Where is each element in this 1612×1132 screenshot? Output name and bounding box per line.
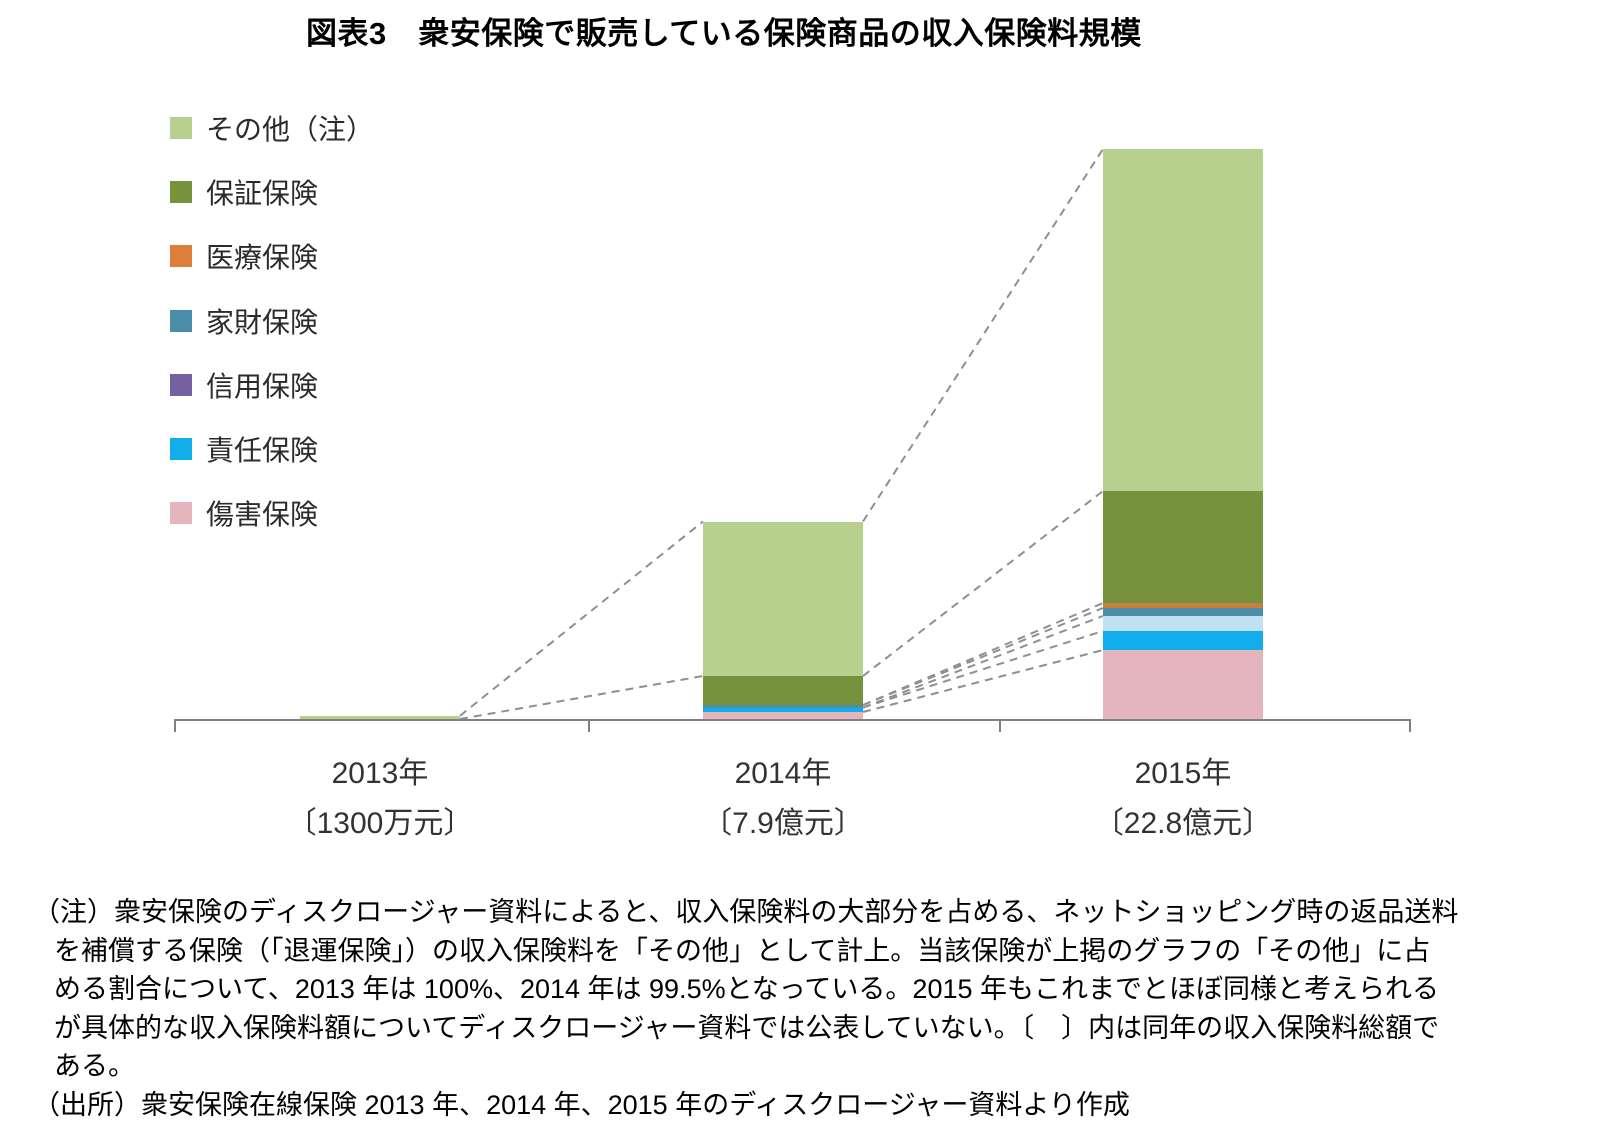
legend-item-label: 責任保険 [206,435,319,466]
bar-segment-傷害保険 [1103,650,1263,719]
legend-swatch-icon [170,373,192,396]
x-axis-total-label: 〔22.8億元〕 [1093,807,1273,840]
legend-item-信用保険: 信用保険 [170,370,318,402]
legend-swatch-icon [170,309,192,332]
bar-segment-医療保険 [1103,603,1263,608]
footnotes: （注）衆安保険のディスクロージャー資料によると、収入保険料の大部分を占める、ネッ… [33,893,1578,1124]
x-axis-line [174,719,1410,721]
legend-swatch-icon [170,502,192,525]
chart-title: 図表3 衆安保険で販売している保険商品の収入保険料規模 [306,16,1142,51]
legend-item-label: 医療保険 [206,242,319,274]
legend-swatch-icon [170,438,192,460]
footnote-line: を補償する保険（「退運保険」）の収入保険料を「その他」として計上。当該保険が上掲… [54,935,1431,966]
bar-segment-傷害保険 [703,712,863,719]
bar-segment-保証保険 [703,676,863,705]
legend-swatch-icon [170,117,192,139]
connector-dashed-line [459,520,704,717]
footnote-line: ある。 [54,1051,135,1081]
bar-segment-保証保険 [1103,491,1263,603]
footnote-line: める割合について、2013 年は 100%、2014 年は 99.5%となってい… [54,974,1439,1004]
x-axis-total-label: 〔7.9億元〕 [702,807,864,840]
legend-item-傷害保険: 傷害保険 [170,498,318,530]
legend-swatch-icon [170,181,192,204]
bar-segment-その他（注） [703,521,863,676]
bar-segment-責任保険 [1103,631,1263,650]
legend-item-その他（注）: その他（注） [170,113,374,145]
footnote-line: が具体的な収入保険料額についてディスクロージャー資料では公表していない。〔 〕内… [54,1012,1440,1043]
legend-item-label: 家財保険 [206,306,319,338]
connector-dashed-line [862,490,1104,677]
legend-item-医療保険: 医療保険 [170,241,318,273]
legend-item-責任保険: 責任保険 [170,434,318,466]
legend-swatch-icon [170,245,192,268]
footnote-line: （出所）衆安保険在線保険 2013 年、2014 年、2015 年のディスクロー… [33,1089,1130,1120]
legend-item-label: 信用保険 [206,370,319,402]
bar-segment-その他（注） [300,715,460,719]
connector-dashed-line [862,649,1104,713]
x-axis-tick [1409,719,1411,732]
bar-segment-責任保険 [703,707,863,712]
connector-dashed-line [862,615,1104,709]
x-axis-tick [174,719,176,732]
x-axis-category-label: 2015年 [1134,757,1232,790]
legend-item-保証保険: 保証保険 [170,177,318,209]
bar-segment-信用保険 [1103,616,1263,631]
connector-dashed-line [862,148,1104,523]
connector-dashed-line [862,602,1104,706]
legend-item-label: 保証保険 [206,178,319,210]
x-axis-tick [588,719,590,732]
connector-dashed-line [459,675,704,720]
legend-item-label: 傷害保険 [206,499,319,531]
connector-dashed-line [862,630,1104,709]
footnote-line: （注）衆安保険のディスクロージャー資料によると、収入保険料の大部分を占める、ネッ… [33,897,1459,927]
x-axis-tick [999,719,1001,732]
connector-dashed-line [862,607,1104,706]
bar-segment-家財保険 [1103,608,1263,616]
x-axis-total-label: 〔1300万元〕 [286,807,474,840]
bar-segment-家財保険 [703,705,863,708]
legend-item-家財保険: 家財保険 [170,306,318,338]
x-axis-category-label: 2013年 [331,757,429,790]
x-axis-category-label: 2014年 [734,757,832,790]
bar-segment-その他（注） [1103,149,1263,491]
legend-item-label: その他（注） [206,114,375,145]
